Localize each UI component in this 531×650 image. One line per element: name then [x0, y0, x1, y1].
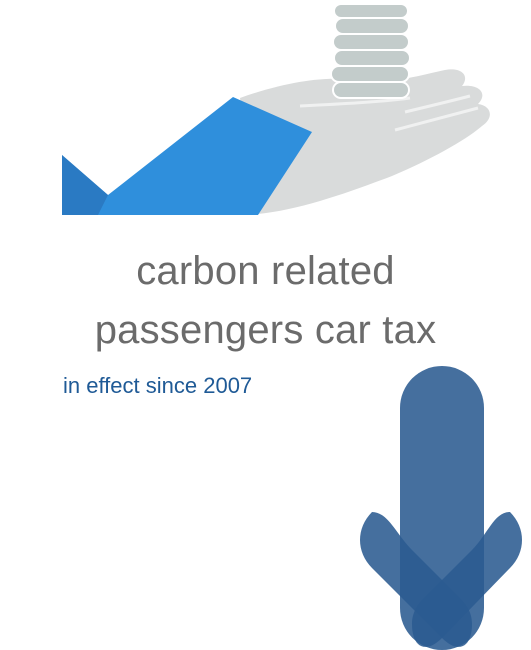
down-arrow-icon: [360, 366, 522, 650]
headline-line-2: passengers car tax: [94, 308, 437, 352]
subtitle: in effect since 2007: [63, 373, 253, 398]
hand-holding-coins-icon: [62, 3, 490, 215]
sleeve-icon: [62, 97, 312, 215]
headline-line-1: carbon related: [136, 249, 395, 293]
coin-stack-icon: [330, 3, 411, 99]
